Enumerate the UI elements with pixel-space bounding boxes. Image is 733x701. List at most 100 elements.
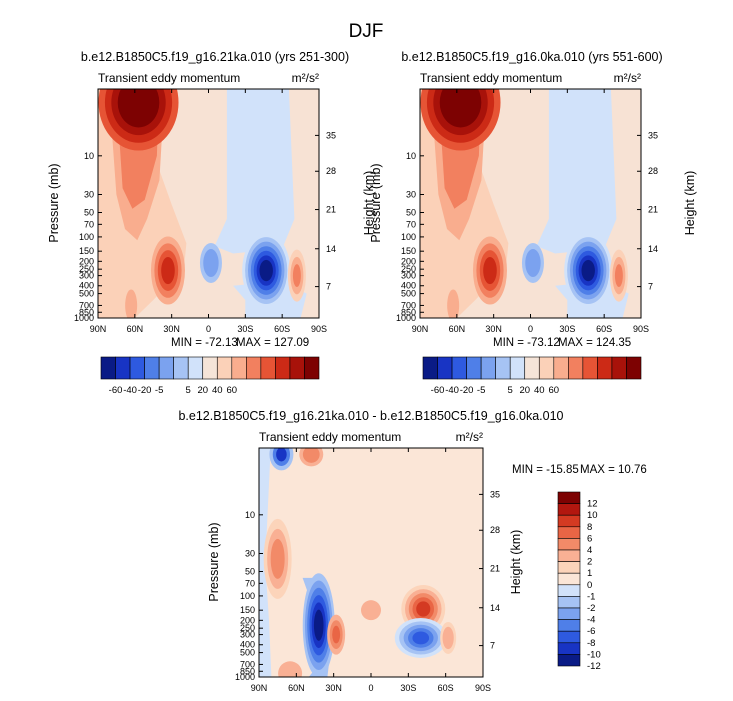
y-tick-label: 700: [401, 300, 416, 310]
colorbar-swatch: [100, 356, 116, 380]
colorbar-swatch: [437, 356, 453, 380]
y-tick-label: 100: [79, 232, 94, 242]
y-tick-label: 850: [401, 307, 416, 317]
y-tick-label: 10: [245, 510, 255, 520]
panel-1-min-label: MIN = -72.13: [171, 337, 238, 349]
y2-tick-label: 28: [326, 166, 336, 176]
panel-2-y2label: Height (km): [683, 171, 697, 236]
y-tick-label: 50: [406, 207, 416, 217]
y2-tick-label: 14: [326, 244, 336, 254]
colorbar-tick-label: 8: [587, 522, 592, 533]
y-tick-label: 100: [401, 232, 416, 242]
colorbar-tick-label: -40: [123, 385, 137, 396]
panel-diff-y2label: Height (km): [509, 530, 523, 595]
nh-lower-max-level-1: [447, 289, 460, 318]
colorbar-tick-label: -5: [155, 385, 163, 396]
panel-diff-min-label: MIN = -15.85: [512, 464, 579, 476]
x-tick-label: 30N: [163, 324, 180, 334]
colorbar-swatch: [480, 356, 496, 380]
y2-tick-label: 7: [490, 641, 495, 651]
y-tick-label: 300: [79, 271, 94, 281]
colorbar-swatch: [202, 356, 218, 380]
y-tick-label: 850: [240, 666, 255, 676]
nh-subtropical-max-level-4: [161, 256, 175, 285]
colorbar-swatch: [115, 356, 131, 380]
x-tick-label: 60N: [449, 324, 466, 334]
colorbar-swatch: [275, 356, 291, 380]
panel-2: b.e12.B1850C5.f19_g16.0ka.010 (yrs 551-6…: [369, 50, 697, 396]
colorbar-swatch: [246, 356, 262, 380]
colorbar-swatch: [422, 356, 438, 380]
y2-tick-label: 28: [648, 166, 658, 176]
x-tick-label: 60N: [127, 324, 144, 334]
y-tick-label: 700: [79, 300, 94, 310]
tropical-min-level-2: [525, 249, 541, 278]
x-tick-label: 0: [206, 324, 211, 334]
y-tick-label: 30: [245, 549, 255, 559]
panel-2-max-label: MAX = 124.35: [558, 337, 631, 349]
colorbar-swatch: [557, 538, 581, 551]
panel-diff-max-label: MAX = 10.76: [580, 464, 647, 476]
x-tick-label: 30S: [559, 324, 575, 334]
y-tick-label: 300: [401, 271, 416, 281]
colorbar-swatch: [173, 356, 189, 380]
x-tick-label: 90S: [633, 324, 649, 334]
y-tick-label: 10: [406, 151, 416, 161]
y-tick-label: 100: [240, 591, 255, 601]
colorbar-tick-label: 5: [508, 385, 513, 396]
panel-diff: b.e12.B1850C5.f19_g16.21ka.010 - b.e12.B…: [178, 409, 646, 693]
panel-diff-subtitle: Transient eddy momentum: [259, 430, 401, 444]
sh-midlat-min-level-7: [581, 259, 595, 282]
y-tick-label: 200: [240, 615, 255, 625]
colorbar-tick-label: 6: [587, 533, 592, 544]
colorbar-swatch: [557, 654, 581, 667]
colorbar-tick-label: 10: [587, 510, 598, 521]
top-red-level-2: [302, 448, 320, 463]
colorbar-tick-label: -8: [587, 638, 595, 649]
y-tick-label: 500: [79, 289, 94, 299]
colorbar-swatch: [557, 514, 581, 528]
colorbar-swatch: [524, 356, 540, 380]
colorbar-tick-label: -6: [587, 626, 595, 637]
panel-1-title: b.e12.B1850C5.f19_g16.21ka.010 (yrs 251-…: [81, 50, 349, 64]
x-tick-label: 60S: [274, 324, 290, 334]
colorbar-swatch: [289, 356, 305, 380]
y-tick-label: 400: [401, 281, 416, 291]
colorbar-swatch: [129, 356, 145, 380]
panel-1-contour-field: [98, 89, 307, 318]
y2-tick-label: 14: [648, 244, 658, 254]
colorbar-swatch: [557, 619, 581, 632]
panel-1-subtitle: Transient eddy momentum: [98, 71, 240, 85]
y-tick-label: 250: [240, 623, 255, 633]
colorbar-tick-label: 40: [212, 385, 223, 396]
colorbar-tick-label: -60: [431, 385, 445, 396]
y-tick-label: 50: [84, 207, 94, 217]
colorbar-swatch: [144, 356, 160, 380]
tropical-max-level-1: [361, 600, 381, 621]
colorbar-swatch: [557, 584, 581, 597]
panel-diff-units: m²/s²: [456, 430, 483, 444]
panel-2-ylabel: Pressure (mb): [369, 163, 383, 242]
tropical-min-level-2: [203, 249, 219, 278]
colorbar-tick-label: 4: [587, 545, 592, 556]
y-tick-label: 250: [79, 264, 94, 274]
colorbar-swatch: [557, 572, 581, 586]
y-tick-label: 400: [240, 640, 255, 650]
colorbar-swatch: [557, 630, 581, 644]
colorbar-swatch: [304, 356, 320, 380]
y2-tick-label: 21: [648, 205, 658, 215]
polar-jet-level-4: [117, 89, 160, 128]
colorbar-swatch: [557, 503, 581, 516]
colorbar-tick-label: 60: [549, 385, 560, 396]
panel-diff-title: b.e12.B1850C5.f19_g16.21ka.010 - b.e12.B…: [178, 409, 563, 423]
nh-polar-max-level-3: [270, 538, 285, 579]
y-tick-label: 30: [406, 190, 416, 200]
sh-highlat-max-level-3: [614, 264, 623, 288]
x-tick-label: 90N: [251, 683, 268, 693]
colorbar-tick-label: -4: [587, 615, 595, 626]
x-tick-label: 90S: [475, 683, 491, 693]
y2-tick-label: 21: [490, 564, 500, 574]
y-tick-label: 30: [84, 190, 94, 200]
y-tick-label: 250: [401, 264, 416, 274]
panel-1: b.e12.B1850C5.f19_g16.21ka.010 (yrs 251-…: [47, 50, 376, 396]
